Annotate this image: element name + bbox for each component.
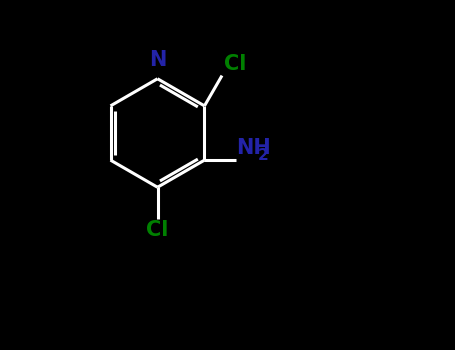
- Text: 2: 2: [258, 148, 268, 163]
- Text: N: N: [149, 50, 166, 70]
- Text: Cl: Cl: [147, 220, 169, 240]
- Text: NH: NH: [236, 138, 271, 158]
- Text: Cl: Cl: [224, 54, 246, 74]
